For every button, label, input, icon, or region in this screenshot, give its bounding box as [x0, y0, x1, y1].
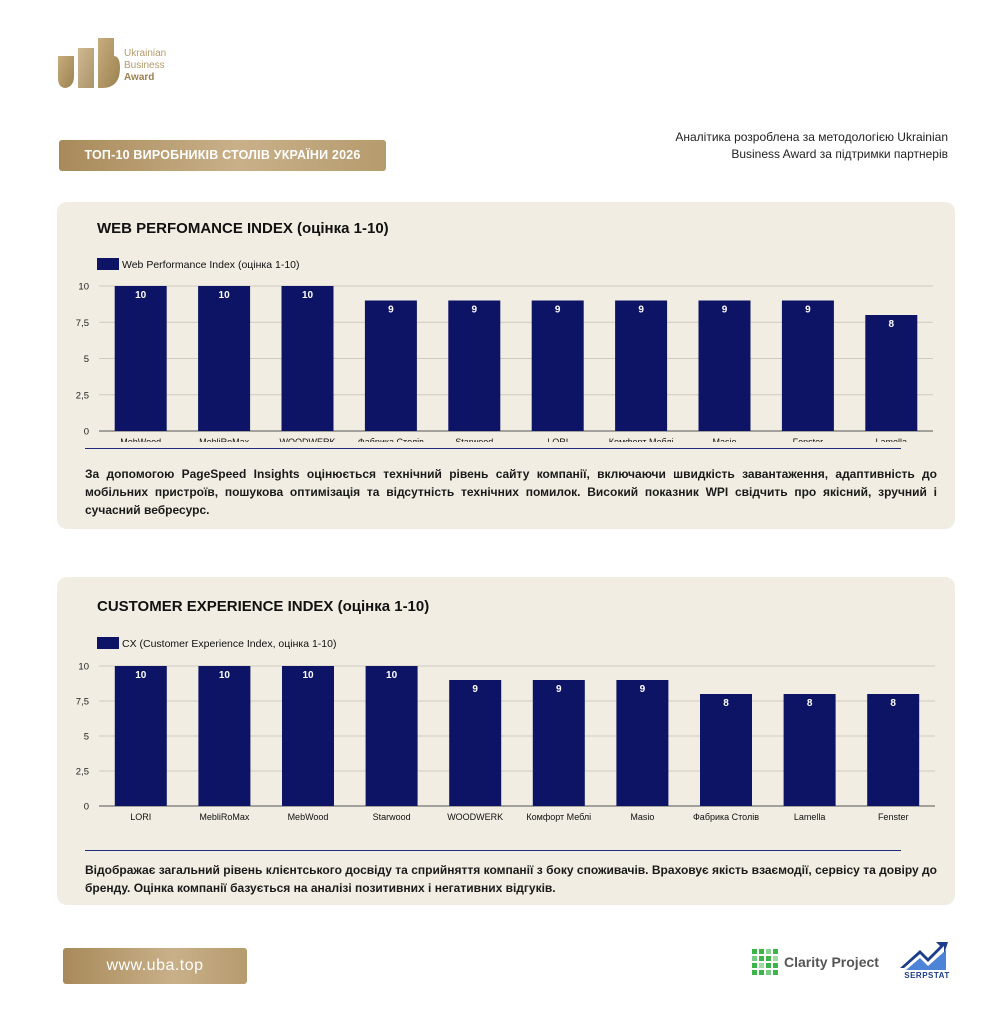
legend-swatch	[97, 637, 119, 649]
bar-value-label: 9	[555, 305, 561, 316]
legend-swatch	[97, 258, 119, 270]
y-tick-label: 7,5	[76, 697, 89, 708]
bar-value-label: 10	[135, 670, 147, 681]
serpstat-icon	[900, 942, 948, 970]
clarity-project-icon	[752, 949, 778, 975]
x-category-label: MebliRoMax	[199, 812, 250, 822]
ukrainian-business-award-logo	[58, 38, 120, 88]
logo-wordmark: Ukrainian Business Award	[124, 48, 167, 83]
serpstat-label: SERPSTAT	[904, 971, 950, 980]
clarity-project-logo: Clarity Project	[752, 948, 879, 976]
x-category-label: Комфорт Меблі	[526, 812, 591, 822]
bar-value-label: 8	[890, 698, 896, 709]
bar-value-label: 10	[302, 670, 314, 681]
bar	[449, 680, 502, 806]
bar-value-label: 9	[638, 305, 644, 316]
bar	[532, 680, 585, 806]
website-link[interactable]: www.uba.top	[63, 948, 247, 984]
divider	[85, 850, 901, 851]
clarity-project-label: Clarity Project	[784, 954, 879, 970]
bar	[867, 694, 920, 806]
bar-value-label: 10	[386, 670, 398, 681]
section-description: Відображає загальний рівень клієнтського…	[85, 863, 937, 895]
x-category-label: LORI	[130, 812, 151, 822]
legend-label: Web Performance Index (оцінка 1-10)	[122, 259, 300, 271]
x-category-label: Masio	[712, 437, 736, 442]
y-tick-label: 2,5	[76, 390, 89, 401]
x-category-label: Lamella	[794, 812, 826, 822]
x-category-label: MebliRoMax	[199, 437, 250, 442]
x-category-label: Комфорт Меблі	[609, 437, 674, 442]
x-category-label: LORI	[547, 437, 568, 442]
section-title: WEB PERFOMANCE INDEX (оцінка 1-10)	[97, 220, 389, 237]
x-category-label: Фабрика Столів	[693, 812, 759, 822]
x-category-label: Фабрика Столів	[358, 437, 424, 442]
bar-value-label: 8	[889, 319, 895, 330]
bar	[198, 666, 251, 806]
bar-value-label: 8	[723, 698, 729, 709]
bar-value-label: 10	[219, 290, 231, 301]
bar	[700, 694, 752, 806]
report-title: ТОП-10 ВИРОБНИКІВ СТОЛІВ УКРАЇНИ 2026	[59, 140, 386, 171]
bar	[114, 666, 167, 806]
web-performance-chart: 0 2,5 5 7,5 10 Web Performance Index (оцінка …	[76, 258, 933, 442]
y-tick-label: 0	[84, 427, 89, 438]
y-tick-label: 10	[78, 662, 89, 673]
bar	[448, 300, 501, 431]
x-category-label: Starwood	[373, 812, 411, 822]
bar	[198, 286, 251, 431]
bar	[114, 286, 167, 431]
bar-value-label: 9	[472, 305, 478, 316]
y-tick-label: 5	[84, 732, 89, 743]
bar	[615, 300, 668, 431]
customer-experience-chart: 0 2,5 5 7,5 10 CX (Customer Experience Index,…	[76, 637, 935, 822]
section-title: CUSTOMER EXPERIENCE INDEX (оцінка 1-10)	[97, 598, 430, 615]
bar-value-label: 8	[807, 698, 813, 709]
y-tick-label: 10	[78, 282, 89, 293]
y-tick-label: 5	[84, 354, 89, 365]
x-category-label: WOODWERK	[447, 812, 503, 822]
x-category-label: Starwood	[455, 437, 493, 442]
y-tick-label: 0	[84, 802, 89, 813]
bar-value-label: 9	[388, 305, 394, 316]
bar	[365, 666, 418, 806]
bar	[698, 300, 751, 431]
methodology-attribution: Аналітика розроблена за методологією Ukr…	[675, 130, 948, 161]
bar-value-label: 10	[135, 290, 147, 301]
bar-value-label: 9	[805, 305, 811, 316]
x-category-label: Lamella	[876, 437, 908, 442]
legend-label: CX (Customer Experience Index, оцінка 1-…	[122, 638, 336, 650]
x-category-label: Fenster	[793, 437, 824, 442]
bar	[281, 286, 334, 431]
x-category-label: MebWood	[120, 437, 161, 442]
bar	[865, 315, 918, 431]
divider	[85, 448, 901, 449]
bar	[783, 694, 836, 806]
bar	[616, 680, 669, 806]
bar	[781, 300, 834, 431]
bar-value-label: 9	[556, 684, 562, 695]
web-performance-card: WEB PERFOMANCE INDEX (оцінка 1-10) 0 2,5 5…	[57, 202, 955, 529]
x-category-label: Masio	[630, 812, 654, 822]
customer-experience-card: CUSTOMER EXPERIENCE INDEX (оцінка 1-10) …	[57, 577, 955, 905]
section-description: За допомогою PageSpeed Insights оцінюєть…	[85, 467, 937, 517]
y-tick-label: 7,5	[76, 318, 89, 329]
bar-value-label: 10	[219, 670, 231, 681]
bar-value-label: 10	[302, 290, 314, 301]
bar	[531, 300, 584, 431]
y-tick-label: 2,5	[76, 767, 89, 778]
bar-value-label: 9	[640, 684, 646, 695]
x-category-label: MebWood	[288, 812, 329, 822]
x-category-label: WOODWERK	[280, 437, 336, 442]
bar-value-label: 9	[722, 305, 728, 316]
bar	[364, 300, 417, 431]
bar-value-label: 9	[472, 684, 478, 695]
bar	[282, 666, 334, 806]
x-category-label: Fenster	[878, 812, 909, 822]
